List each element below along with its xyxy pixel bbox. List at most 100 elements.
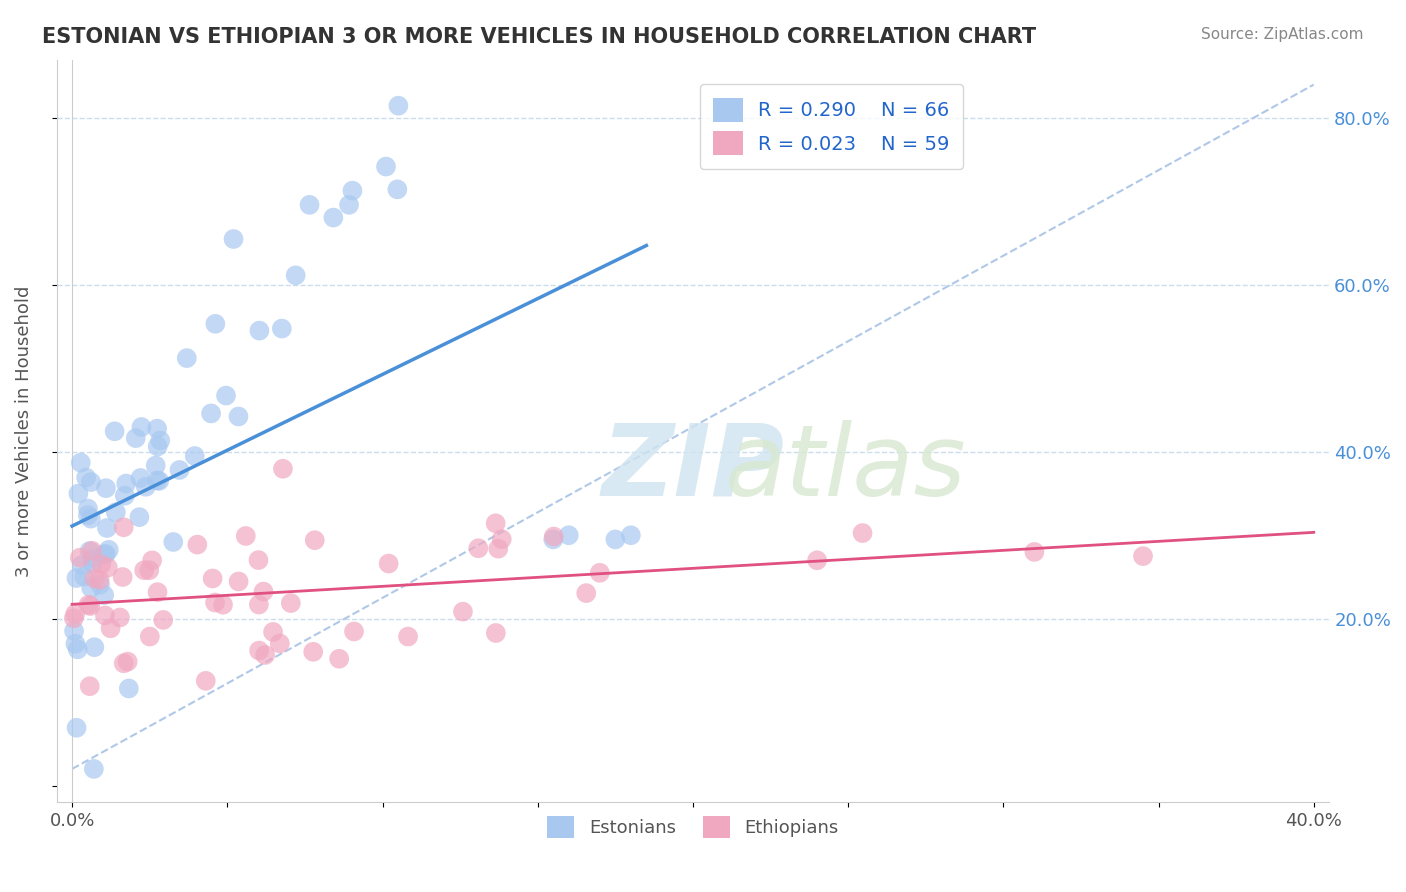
Text: atlas: atlas: [725, 419, 966, 516]
Point: [114, 489, 136, 503]
Point: [342, 184, 364, 198]
Point: [148, 474, 170, 488]
Point: [558, 528, 581, 542]
Point: [66, 642, 89, 657]
Point: [387, 182, 409, 196]
Point: [77, 508, 100, 523]
Point: [65, 571, 87, 585]
Point: [254, 648, 277, 662]
Point: [125, 431, 148, 445]
Point: [69, 550, 91, 565]
Point: [82, 557, 104, 571]
Point: [80, 581, 103, 595]
Point: [90, 558, 112, 572]
Point: [80, 511, 103, 525]
Point: [269, 636, 291, 650]
Point: [146, 474, 169, 488]
Point: [79, 544, 101, 558]
Point: [589, 566, 612, 580]
Point: [194, 673, 217, 688]
Point: [247, 643, 270, 657]
Point: [104, 425, 127, 439]
Point: [77, 598, 100, 612]
Point: [485, 516, 508, 531]
Point: [343, 624, 366, 639]
Point: [67, 486, 90, 500]
Point: [65, 607, 87, 621]
Point: [111, 570, 134, 584]
Point: [1024, 545, 1046, 559]
Point: [97, 542, 120, 557]
Point: [235, 529, 257, 543]
Point: [115, 476, 138, 491]
Point: [541, 533, 564, 547]
Point: [262, 624, 284, 639]
Point: [77, 501, 100, 516]
Point: [328, 652, 350, 666]
Point: [134, 563, 156, 577]
Point: [129, 471, 152, 485]
Point: [851, 526, 873, 541]
Point: [108, 610, 131, 624]
Point: [396, 630, 419, 644]
Point: [83, 762, 105, 776]
Text: ESTONIAN VS ETHIOPIAN 3 OR MORE VEHICLES IN HOUSEHOLD CORRELATION CHART: ESTONIAN VS ETHIOPIAN 3 OR MORE VEHICLES…: [42, 27, 1036, 46]
Point: [387, 98, 409, 112]
Point: [204, 596, 226, 610]
Point: [1132, 549, 1154, 563]
Point: [620, 528, 643, 542]
Point: [75, 470, 97, 484]
Point: [83, 571, 105, 585]
Point: [280, 596, 302, 610]
Point: [146, 422, 169, 436]
Point: [184, 449, 207, 463]
Legend: Estonians, Ethiopians: Estonians, Ethiopians: [540, 809, 846, 846]
Point: [575, 586, 598, 600]
Point: [131, 420, 153, 434]
Point: [112, 657, 135, 671]
Point: [228, 574, 250, 589]
Point: [298, 198, 321, 212]
Point: [215, 388, 238, 402]
Point: [284, 268, 307, 283]
Point: [117, 655, 139, 669]
Point: [135, 480, 157, 494]
Point: [80, 544, 103, 558]
Point: [93, 588, 115, 602]
Point: [94, 547, 117, 561]
Point: [104, 505, 127, 519]
Point: [79, 599, 101, 613]
Point: [146, 585, 169, 599]
Point: [82, 551, 104, 566]
Point: [146, 439, 169, 453]
Point: [806, 553, 828, 567]
Point: [486, 541, 509, 556]
Point: [605, 533, 627, 547]
Text: ZIP: ZIP: [602, 419, 785, 516]
Point: [212, 598, 235, 612]
Point: [65, 721, 87, 735]
Point: [271, 462, 294, 476]
Point: [63, 611, 86, 625]
Point: [100, 621, 122, 635]
Point: [118, 681, 141, 696]
Point: [270, 321, 292, 335]
Point: [176, 351, 198, 365]
Point: [73, 569, 96, 583]
Point: [139, 630, 162, 644]
Point: [451, 605, 474, 619]
Point: [80, 475, 103, 489]
Point: [70, 558, 93, 573]
Point: [201, 571, 224, 585]
Point: [79, 679, 101, 693]
Point: [186, 538, 208, 552]
Point: [247, 598, 270, 612]
Point: [204, 317, 226, 331]
Point: [169, 463, 191, 477]
Point: [302, 645, 325, 659]
Point: [94, 481, 117, 495]
Point: [337, 198, 360, 212]
Y-axis label: 3 or more Vehicles in Household: 3 or more Vehicles in Household: [15, 285, 32, 576]
Point: [249, 324, 271, 338]
Point: [152, 613, 174, 627]
